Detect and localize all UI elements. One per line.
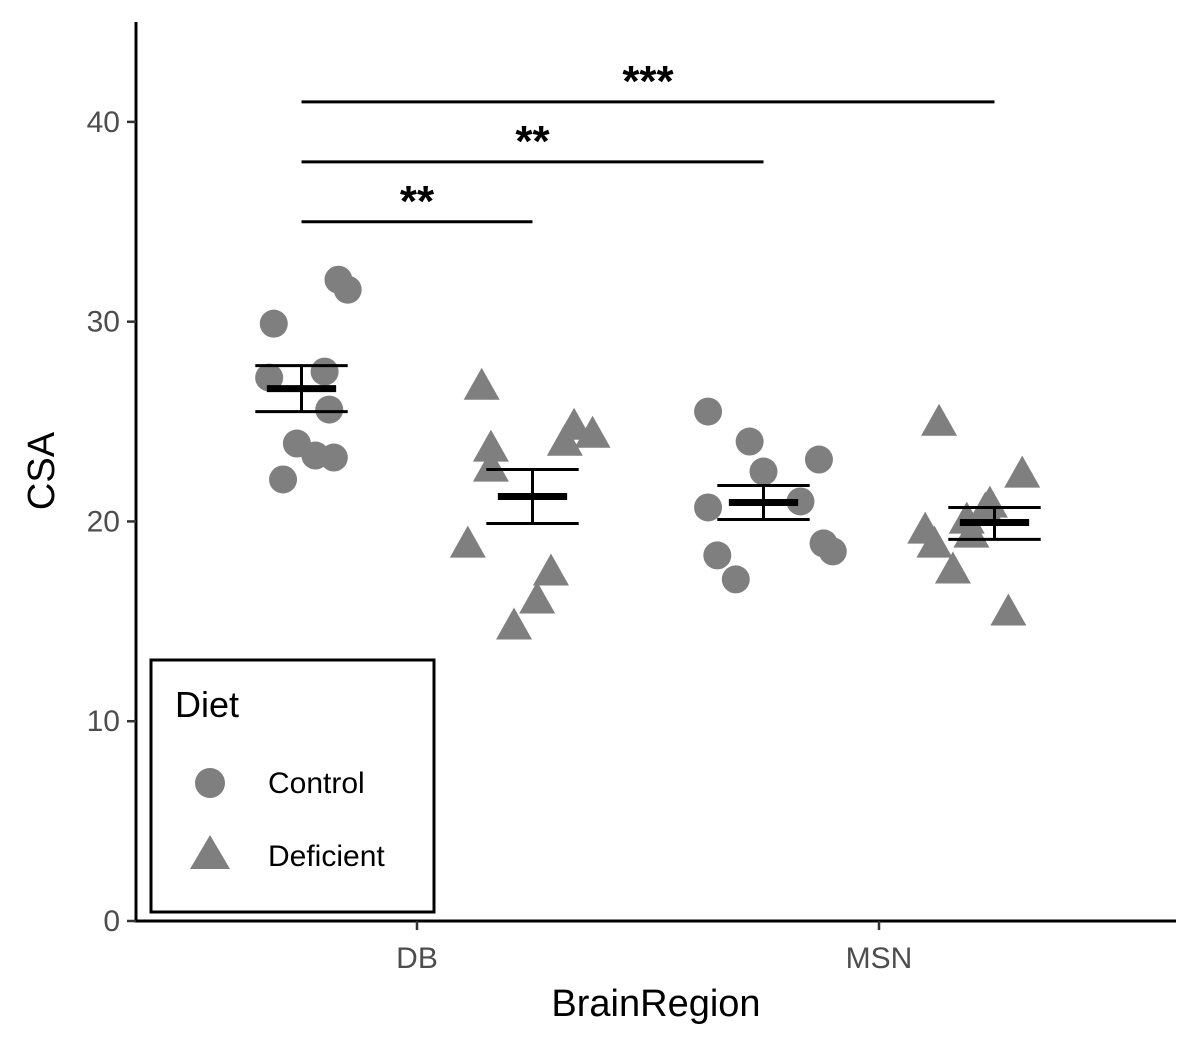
data-point-circle xyxy=(749,457,778,486)
y-tick-label: 40 xyxy=(87,106,120,139)
data-point-circle xyxy=(804,445,833,474)
data-point-circle xyxy=(319,443,348,472)
data-point-triangle xyxy=(916,525,953,558)
legend: Diet Control Deficient xyxy=(149,658,436,914)
significance-label: ** xyxy=(400,177,435,226)
legend-title: Diet xyxy=(175,684,239,725)
data-point-circle xyxy=(259,309,288,338)
y-tick-label: 0 xyxy=(103,905,120,938)
data-point-circle xyxy=(269,465,298,494)
y-tick-label: 10 xyxy=(87,705,120,738)
legend-label-deficient: Deficient xyxy=(268,840,385,873)
data-marks xyxy=(255,265,1041,640)
data-point-circle xyxy=(735,427,764,456)
data-point-triangle xyxy=(556,407,593,440)
significance-label: *** xyxy=(622,57,674,106)
data-point-triangle xyxy=(463,367,500,400)
data-point-circle xyxy=(694,397,723,426)
y-axis-title: CSA xyxy=(21,431,63,510)
data-point-circle xyxy=(721,565,750,594)
legend-label-control: Control xyxy=(268,767,365,800)
legend-circle-icon xyxy=(195,768,225,798)
data-point-triangle xyxy=(532,553,569,586)
significance-annotations: ******* xyxy=(301,57,995,226)
x-tick-label: DB xyxy=(396,942,438,975)
data-point-circle xyxy=(315,395,344,424)
data-point-triangle xyxy=(1004,455,1041,488)
data-point-circle xyxy=(310,357,339,386)
y-tick-label: 30 xyxy=(87,306,120,339)
data-point-triangle xyxy=(496,607,533,640)
data-point-triangle xyxy=(472,429,509,462)
data-point-triangle xyxy=(449,525,486,558)
y-tick-label: 20 xyxy=(87,505,120,538)
data-point-circle xyxy=(694,493,723,522)
data-point-triangle xyxy=(519,581,556,614)
data-point-triangle xyxy=(574,415,611,448)
data-point-triangle xyxy=(971,485,1008,518)
data-point-triangle xyxy=(934,551,971,584)
x-axis-title: BrainRegion xyxy=(551,983,760,1025)
legend-triangle-icon xyxy=(190,835,230,869)
data-point-triangle xyxy=(990,593,1027,626)
data-point-circle xyxy=(818,537,847,566)
x-tick-label: MSN xyxy=(846,942,913,975)
data-point-circle xyxy=(703,541,732,570)
data-point-circle xyxy=(333,275,362,304)
data-point-circle xyxy=(255,363,284,392)
significance-label: ** xyxy=(515,117,550,166)
data-point-triangle xyxy=(472,449,509,482)
data-point-triangle xyxy=(921,403,958,436)
axes: 0 10 20 30 40 DB MSN xyxy=(87,22,1176,975)
data-point-circle xyxy=(786,487,815,516)
